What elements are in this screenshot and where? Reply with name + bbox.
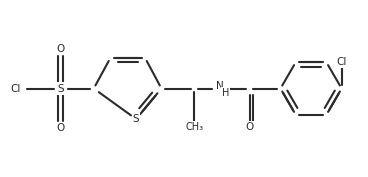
Text: O: O [57, 44, 65, 54]
Text: H: H [222, 88, 229, 98]
Text: Cl: Cl [336, 57, 347, 67]
Text: CH₃: CH₃ [185, 122, 204, 132]
Text: O: O [246, 122, 254, 132]
Text: N: N [216, 81, 223, 91]
Text: S: S [133, 114, 139, 124]
Text: O: O [57, 123, 65, 133]
Text: Cl: Cl [10, 84, 21, 93]
Text: S: S [57, 84, 64, 93]
